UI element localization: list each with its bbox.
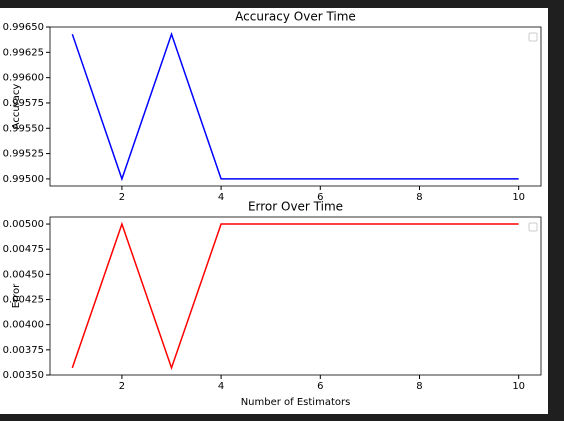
y-tick-label: 0.99500: [3, 174, 44, 185]
x-tick-label: 8: [416, 381, 422, 392]
y-tick-label: 0.99625: [3, 47, 44, 58]
data-line: [71, 221, 519, 371]
x-axis-label: Number of Estimators: [241, 397, 351, 408]
y-tick-label: 0.99525: [3, 149, 44, 160]
y-tick-label: 0.00500: [3, 219, 44, 230]
y-tick-label: 0.99550: [3, 123, 44, 134]
x-tick-label: 8: [416, 192, 422, 203]
x-tick-label: 2: [119, 381, 125, 392]
y-tick-label: 0.99600: [3, 73, 44, 84]
empty-legend: [528, 222, 538, 232]
data-line: [71, 31, 519, 182]
y-axis-label: Accuracy: [11, 84, 22, 130]
axes-frame: [49, 26, 542, 187]
empty-legend: [528, 32, 538, 42]
y-tick-label: 0.00350: [3, 370, 44, 381]
x-tick-label: 10: [512, 192, 525, 203]
x-tick-label: 4: [218, 192, 224, 203]
chart-title: Error Over Time: [248, 200, 343, 214]
y-tick-label: 0.00375: [3, 345, 44, 356]
y-tick-label: 0.99575: [3, 98, 44, 109]
y-tick-label: 0.00425: [3, 295, 44, 306]
figure-background: [0, 8, 548, 414]
chart-title: Accuracy Over Time: [235, 10, 356, 24]
y-axis-label: Error: [11, 283, 22, 308]
x-tick-label: 10: [512, 381, 525, 392]
axes-frame: [49, 216, 542, 376]
y-tick-label: 0.99650: [3, 22, 44, 33]
x-tick-label: 2: [119, 192, 125, 203]
y-tick-label: 0.00450: [3, 269, 44, 280]
y-tick-label: 0.00400: [3, 320, 44, 331]
x-tick-label: 4: [218, 381, 224, 392]
x-tick-label: 6: [317, 192, 323, 203]
y-tick-label: 0.00475: [3, 244, 44, 255]
x-tick-label: 6: [317, 381, 323, 392]
